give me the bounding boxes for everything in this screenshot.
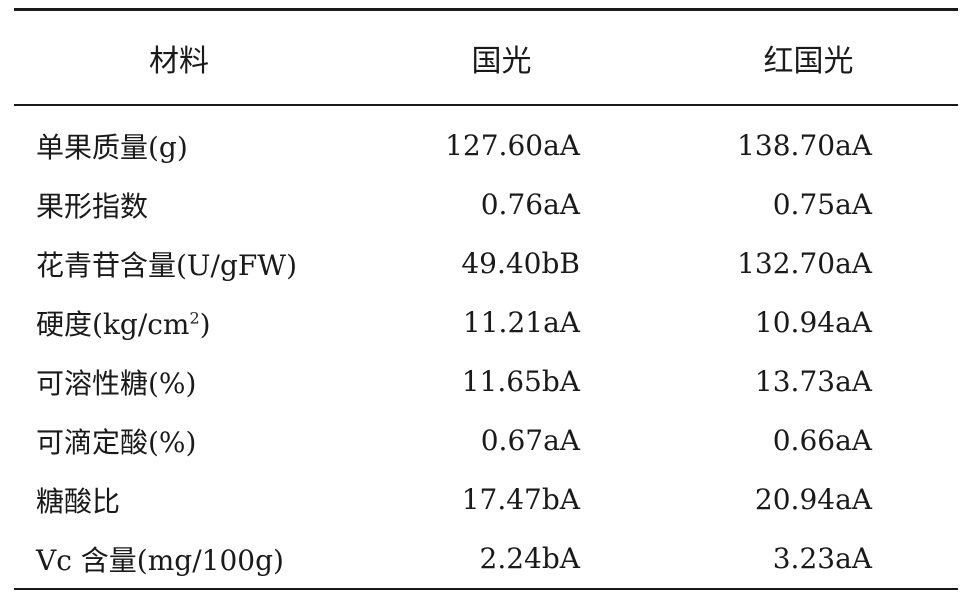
row-label: 可溶性糖(%) — [36, 366, 197, 400]
hongguoguang-value: 13.73aA — [754, 365, 872, 398]
table-header: 材料 国光 红国光 — [14, 9, 958, 105]
row-label-close: ) — [199, 307, 211, 341]
row-label: 硬度(kg/cm2) — [14, 293, 344, 352]
row-label-main: 硬度(kg/cm — [36, 307, 190, 341]
guoguang-value: 11.21aA — [462, 306, 580, 339]
table-row: 可溶性糖(%) 11.65bA 13.73aA — [14, 352, 958, 411]
row-label: 果形指数 — [36, 189, 149, 223]
hongguoguang-value: 132.70aA — [737, 247, 872, 280]
comparison-table: 材料 国光 红国光 单果质量(g) 127.60aA 138.70aA 果形指数… — [14, 8, 958, 590]
table-row: 糖酸比 17.47bA 20.94aA — [14, 470, 958, 529]
row-label: 可滴定酸(%) — [36, 425, 197, 459]
header-row: 材料 国光 红国光 — [14, 9, 958, 105]
header-guoguang: 国光 — [471, 43, 532, 79]
table-row: 花青苷含量(U/gFW) 49.40bB 132.70aA — [14, 234, 958, 293]
table-row: 果形指数 0.76aA 0.75aA — [14, 175, 958, 234]
header-material: 材料 — [149, 43, 209, 79]
hongguoguang-value: 0.75aA — [772, 188, 872, 221]
guoguang-value: 0.67aA — [480, 424, 580, 457]
hongguoguang-value: 20.94aA — [754, 483, 872, 516]
table-row: 单果质量(g) 127.60aA 138.70aA — [14, 105, 958, 175]
guoguang-value: 49.40bB — [461, 247, 580, 280]
row-label: 糖酸比 — [36, 484, 121, 518]
table-row: 可滴定酸(%) 0.67aA 0.66aA — [14, 411, 958, 470]
hongguoguang-value: 10.94aA — [754, 306, 872, 339]
table-body: 单果质量(g) 127.60aA 138.70aA 果形指数 0.76aA 0.… — [14, 105, 958, 589]
guoguang-value: 11.65bA — [461, 365, 580, 398]
guoguang-value: 2.24bA — [479, 542, 581, 575]
data-table-container: 材料 国光 红国光 单果质量(g) 127.60aA 138.70aA 果形指数… — [14, 8, 958, 590]
row-label-superscript: 2 — [189, 308, 200, 328]
table-row: 硬度(kg/cm2) 11.21aA 10.94aA — [14, 293, 958, 352]
table-row: Vc 含量(mg/100g) 2.24bA 3.23aA — [14, 529, 958, 589]
row-label: 单果质量(g) — [36, 130, 188, 164]
row-label: 花青苷含量(U/gFW) — [36, 248, 298, 282]
guoguang-value: 0.76aA — [480, 188, 580, 221]
header-hongguoguang: 红国光 — [763, 43, 854, 79]
guoguang-value: 127.60aA — [445, 129, 580, 162]
hongguoguang-value: 138.70aA — [737, 129, 872, 162]
hongguoguang-value: 3.23aA — [772, 542, 872, 575]
row-label: Vc 含量(mg/100g) — [36, 543, 284, 577]
guoguang-value: 17.47bA — [461, 483, 580, 516]
hongguoguang-value: 0.66aA — [772, 424, 872, 457]
